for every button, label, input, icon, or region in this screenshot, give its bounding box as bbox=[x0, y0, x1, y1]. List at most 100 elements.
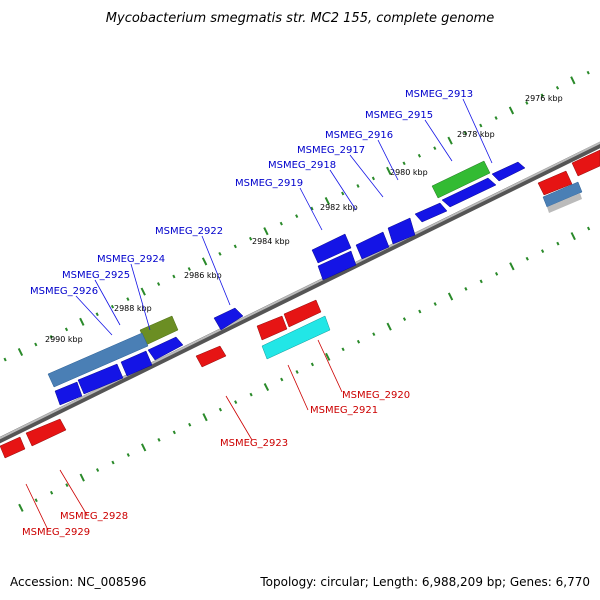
minor-tick bbox=[494, 271, 499, 276]
minor-tick bbox=[586, 226, 591, 231]
minor-tick bbox=[525, 101, 529, 105]
minor-tick bbox=[402, 161, 406, 166]
gene-label[interactable]: MSMEG_2926 bbox=[30, 286, 98, 297]
minor-tick bbox=[356, 339, 361, 344]
minor-tick bbox=[64, 327, 69, 332]
forward-gene-labels: MSMEG_2913 MSMEG_2915 MSMEG_2916 MSMEG_2… bbox=[30, 89, 473, 297]
minor-tick bbox=[111, 460, 115, 465]
minor-tick bbox=[233, 244, 237, 249]
minor-tick bbox=[356, 184, 360, 188]
gene-label[interactable]: MSMEG_2919 bbox=[235, 178, 303, 189]
gene-arrow[interactable] bbox=[311, 233, 352, 264]
minor-tick bbox=[586, 70, 590, 75]
minor-tick bbox=[172, 430, 176, 435]
gene-arrow[interactable] bbox=[195, 345, 227, 368]
gene-label[interactable]: MSMEG_2918 bbox=[268, 160, 336, 171]
major-tick bbox=[386, 322, 392, 331]
gene-label[interactable]: MSMEG_2916 bbox=[325, 130, 393, 141]
gene-arrow[interactable] bbox=[317, 250, 357, 281]
tick-label: 2988 kbp bbox=[114, 304, 152, 313]
minor-tick bbox=[433, 302, 437, 306]
gene-arrow[interactable] bbox=[120, 350, 153, 377]
minor-tick bbox=[218, 251, 222, 256]
minor-tick bbox=[464, 287, 468, 291]
reverse-strand-genes bbox=[0, 149, 600, 459]
gene-label[interactable]: MSMEG_2928 bbox=[60, 511, 128, 522]
major-tick bbox=[325, 352, 331, 361]
minor-tick bbox=[65, 483, 69, 488]
gene-label[interactable]: MSMEG_2922 bbox=[155, 226, 223, 237]
gene-label[interactable]: MSMEG_2925 bbox=[62, 270, 130, 281]
gene-label[interactable]: MSMEG_2923 bbox=[220, 438, 288, 449]
minor-tick bbox=[433, 146, 437, 151]
tick-label: 2978 kbp bbox=[457, 130, 495, 139]
minor-tick bbox=[341, 347, 345, 352]
minor-tick bbox=[540, 249, 545, 254]
major-tick bbox=[79, 473, 85, 482]
green-feature[interactable] bbox=[431, 160, 491, 199]
minor-tick bbox=[371, 176, 375, 181]
gene-label[interactable]: MSMEG_2920 bbox=[342, 390, 410, 401]
major-tick bbox=[263, 227, 269, 236]
gene-arrow[interactable] bbox=[537, 170, 573, 196]
forward-strand-genes bbox=[54, 161, 526, 406]
gene-arrow[interactable] bbox=[387, 217, 416, 245]
minor-tick bbox=[418, 309, 422, 314]
minor-tick bbox=[525, 256, 529, 261]
accession-label: Accession: NC_008596 bbox=[10, 575, 146, 589]
gene-label[interactable]: MSMEG_2913 bbox=[405, 89, 473, 100]
gene-arrow[interactable] bbox=[147, 336, 184, 361]
minor-tick bbox=[310, 362, 314, 367]
major-tick bbox=[509, 262, 515, 271]
minor-tick bbox=[556, 241, 560, 246]
minor-tick bbox=[402, 317, 407, 321]
minor-tick bbox=[49, 490, 54, 495]
major-tick bbox=[201, 257, 208, 266]
gene-arrow[interactable] bbox=[355, 231, 390, 260]
gene-arrow[interactable] bbox=[77, 363, 124, 395]
major-tick bbox=[570, 232, 576, 241]
minor-tick bbox=[218, 407, 223, 412]
tick-label: 2976 kbp bbox=[525, 94, 563, 103]
tick-row-upper bbox=[3, 70, 590, 362]
gene-label[interactable]: MSMEG_2921 bbox=[310, 405, 378, 416]
grey-feature bbox=[547, 193, 582, 213]
tick-label: 2990 kbp bbox=[45, 335, 83, 344]
minor-tick bbox=[234, 400, 238, 405]
gene-arrow[interactable] bbox=[256, 315, 288, 341]
highlighted-features bbox=[47, 160, 583, 388]
minor-tick bbox=[3, 357, 7, 362]
gene-arrow[interactable] bbox=[54, 381, 83, 406]
minor-tick bbox=[188, 422, 192, 427]
gene-label[interactable]: MSMEG_2915 bbox=[365, 110, 433, 121]
minor-tick bbox=[280, 377, 284, 382]
minor-tick bbox=[34, 342, 38, 347]
gene-label[interactable]: MSMEG_2929 bbox=[22, 527, 90, 538]
minor-tick bbox=[417, 153, 422, 158]
major-tick bbox=[140, 287, 146, 296]
gene-arrow[interactable] bbox=[283, 299, 322, 328]
gene-arrow[interactable] bbox=[25, 418, 67, 447]
major-tick bbox=[324, 196, 330, 206]
gene-arrow[interactable] bbox=[0, 436, 26, 459]
gene-arrow[interactable] bbox=[213, 307, 244, 331]
major-tick bbox=[447, 292, 454, 301]
gene-label[interactable]: MSMEG_2917 bbox=[297, 145, 365, 156]
steel-blue-feature[interactable] bbox=[542, 181, 583, 208]
gene-arrow[interactable] bbox=[491, 161, 526, 182]
major-tick bbox=[570, 76, 576, 85]
cyan-feature[interactable] bbox=[261, 315, 331, 360]
gene-arrow[interactable] bbox=[571, 149, 600, 177]
major-tick bbox=[447, 136, 453, 145]
major-tick bbox=[141, 443, 147, 452]
gene-arrow[interactable] bbox=[441, 177, 497, 208]
minor-tick bbox=[479, 279, 483, 284]
gene-arrow[interactable] bbox=[414, 202, 448, 223]
steel-blue-feature[interactable] bbox=[47, 332, 149, 388]
callout-lines bbox=[25, 98, 493, 531]
major-tick bbox=[17, 347, 24, 357]
gene-label[interactable]: MSMEG_2924 bbox=[97, 254, 165, 265]
minor-tick bbox=[156, 282, 161, 286]
tick-row-lower bbox=[18, 226, 591, 512]
